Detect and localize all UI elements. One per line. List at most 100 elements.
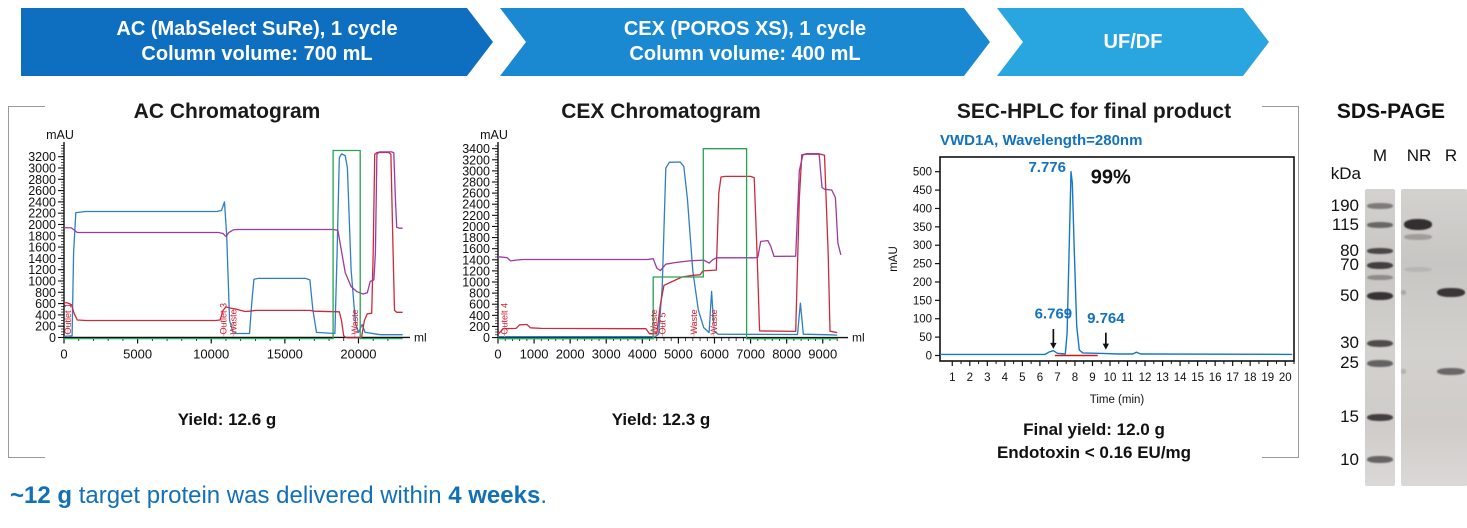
svg-text:6000: 6000 [700, 347, 729, 362]
svg-text:19: 19 [1261, 372, 1274, 384]
step-line1: CEX (POROS XS), 1 cycle [623, 18, 867, 40]
svg-text:1600: 1600 [462, 242, 490, 256]
step-line1: AC (MabSelect SuRe), 1 cycle [116, 18, 398, 40]
process-step-cex: CEX (POROS XS), 1 cycle Column volume: 4… [500, 8, 990, 76]
gel-marker-10kda: 10 [1340, 449, 1359, 469]
svg-text:1000: 1000 [28, 274, 56, 288]
gel-band [1367, 413, 1393, 421]
svg-text:6.769: 6.769 [1035, 306, 1073, 323]
gel-band [1367, 248, 1393, 255]
ac-chromatogram-panel: AC Chromatogram ml 0 200 400 600 800 1000 1200 1… [12, 100, 442, 378]
gel-band [1367, 261, 1393, 269]
svg-text:3200: 3200 [28, 150, 56, 164]
svg-text:Waste: Waste [689, 309, 699, 334]
gel-lane-nr-r [1401, 189, 1467, 486]
svg-text:500: 500 [913, 167, 932, 179]
svg-text:1800: 1800 [462, 231, 490, 245]
svg-text:3000: 3000 [592, 347, 621, 362]
svg-text:4000: 4000 [628, 347, 657, 362]
svg-text:1200: 1200 [462, 264, 490, 278]
svg-text:1200: 1200 [28, 263, 56, 277]
gel-band [1367, 202, 1393, 209]
gel-band [1367, 291, 1393, 300]
svg-text:ml: ml [852, 331, 865, 345]
svg-text:200: 200 [469, 320, 490, 334]
gel-marker-15kda: 15 [1340, 407, 1359, 427]
svg-text:7: 7 [1054, 372, 1060, 384]
gel-band [1367, 359, 1393, 367]
svg-text:400: 400 [35, 308, 56, 322]
svg-text:0: 0 [926, 350, 932, 362]
svg-text:1800: 1800 [28, 229, 56, 243]
step-line2: Column volume: 400 mL [629, 43, 861, 65]
svg-text:2000: 2000 [462, 220, 490, 234]
svg-text:2200: 2200 [28, 207, 56, 221]
ac-chart-title: AC Chromatogram [133, 100, 321, 123]
svg-text:3000: 3000 [462, 164, 490, 178]
gel-band [1404, 266, 1432, 272]
svg-text:400: 400 [913, 203, 932, 215]
gel-band [1401, 369, 1406, 375]
bracket-left [8, 106, 45, 458]
gel-marker-115kda: 115 [1331, 214, 1359, 234]
svg-text:mAU: mAU [888, 246, 900, 272]
gel-band [1404, 234, 1432, 241]
sec-final-yield-caption: Final yield: 12.0 g [1023, 420, 1165, 439]
svg-text:9.764: 9.764 [1087, 310, 1125, 327]
gel-band [1401, 290, 1406, 296]
step-line1: UF/DF [1103, 30, 1163, 53]
svg-text:3200: 3200 [462, 153, 490, 167]
svg-text:200: 200 [35, 320, 56, 334]
gel-marker-50kda: 50 [1340, 285, 1359, 305]
svg-text:10: 10 [1104, 372, 1117, 384]
sec-detector-subtitle: VWD1A, Wavelength=280nm [940, 132, 1143, 149]
svg-text:1400: 1400 [462, 253, 490, 267]
cex-chromatogram-chart: ml02004006008001000120014001600180020002… [462, 128, 865, 362]
svg-text:150: 150 [913, 295, 932, 307]
svg-text:2800: 2800 [462, 176, 490, 190]
cex-yield-caption: Yield: 12.3 g [611, 410, 711, 429]
process-step-ac: AC (MabSelect SuRe), 1 cycle Column volu… [21, 8, 493, 76]
svg-text:5000: 5000 [664, 347, 693, 362]
gel-band [1367, 456, 1393, 464]
svg-text:2200: 2200 [462, 209, 490, 223]
sec-hplc-panel: SEC-HPLC for final product VWD1A, Wavele… [884, 100, 1304, 419]
svg-text:13: 13 [1156, 372, 1169, 384]
svg-text:5: 5 [1019, 372, 1025, 384]
svg-text:0: 0 [483, 331, 490, 345]
svg-text:6: 6 [1037, 372, 1043, 384]
svg-text:20: 20 [1279, 372, 1292, 384]
gel-marker-30kda: 30 [1340, 333, 1359, 353]
svg-text:600: 600 [469, 298, 490, 312]
svg-text:3000: 3000 [28, 161, 56, 175]
summary-amount: ~12 g [10, 482, 73, 509]
svg-text:11: 11 [1122, 372, 1134, 384]
gel-band [1367, 339, 1393, 347]
svg-text:400: 400 [469, 309, 490, 323]
svg-text:0: 0 [49, 331, 56, 345]
svg-text:17: 17 [1226, 372, 1239, 384]
svg-text:800: 800 [35, 286, 56, 300]
cex-chromatogram-panel: CEX Chromatogram ml 0 200 400 600 800 1000 1200… [446, 100, 876, 378]
svg-text:Waste: Waste [350, 309, 360, 334]
svg-text:Out 5: Out 5 [658, 313, 668, 335]
svg-text:15000: 15000 [267, 346, 303, 361]
svg-text:1400: 1400 [28, 252, 56, 266]
svg-text:ml: ml [414, 330, 427, 344]
svg-text:1000: 1000 [462, 276, 490, 290]
svg-text:2000: 2000 [556, 347, 585, 362]
svg-text:8: 8 [1072, 372, 1078, 384]
svg-text:7000: 7000 [736, 347, 765, 362]
gel-lane-label-nr: NR [1406, 146, 1432, 165]
cex-chart-title: CEX Chromatogram [561, 100, 761, 123]
svg-text:0: 0 [494, 347, 501, 362]
svg-text:50: 50 [919, 332, 932, 344]
svg-text:800: 800 [469, 287, 490, 301]
svg-text:2400: 2400 [28, 195, 56, 209]
step-line2: Column volume: 700 mL [141, 43, 373, 65]
svg-text:Outelt 4: Outelt 4 [499, 303, 509, 335]
svg-text:2800: 2800 [28, 173, 56, 187]
gel-marker-labels: 190 115 80 70 50 30 25 15 10 [1315, 189, 1361, 486]
